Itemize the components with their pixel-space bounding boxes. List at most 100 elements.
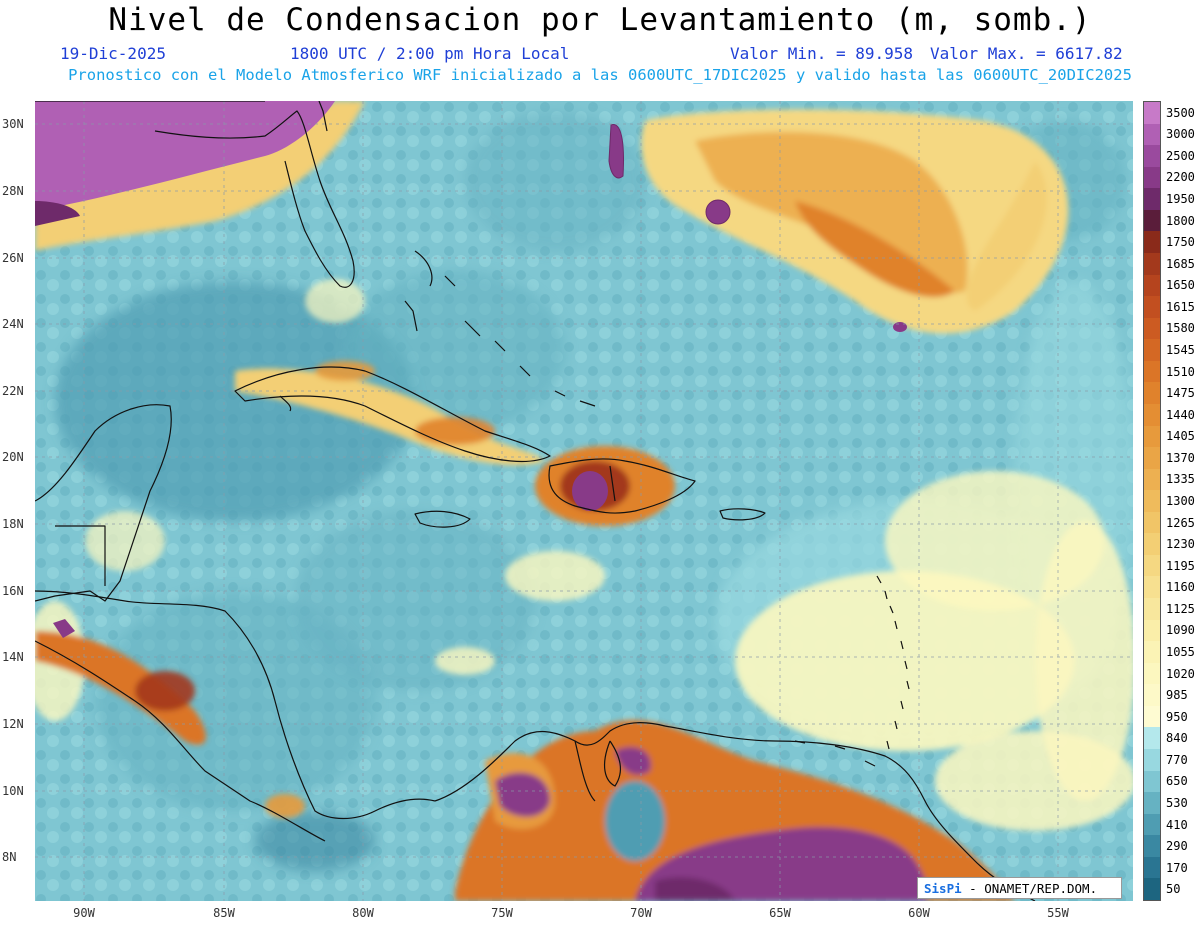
lon-label: 65W [769,906,791,920]
lon-label: 55W [1047,906,1069,920]
colorbar-cell [1144,641,1160,664]
colorbar-label: 1475 [1166,386,1195,401]
colorbar-cell [1144,856,1160,879]
colorbar-label: 1335 [1166,472,1195,487]
colorbar-cell [1144,878,1160,901]
colorbar-label: 1685 [1166,256,1195,271]
colorbar-label: 3500 [1166,105,1195,120]
colorbar-label: 1440 [1166,407,1195,422]
colorbar-label: 1615 [1166,299,1195,314]
colorbar-cell [1144,382,1160,405]
colorbar-cell [1144,619,1160,642]
colorbar-cell [1144,296,1160,319]
colorbar-label: 2500 [1166,148,1195,163]
colorbar-label: 1650 [1166,278,1195,293]
colorbar-cell [1144,145,1160,168]
lat-label: 10N [2,784,24,798]
lon-label: 70W [630,906,652,920]
lat-label: 16N [2,584,24,598]
colorbar-cell [1144,209,1160,232]
colorbar-cell [1144,554,1160,577]
colorbar-cell [1144,662,1160,685]
colorbar-label: 530 [1166,795,1188,810]
colorbar-label: 1405 [1166,429,1195,444]
colorbar-cell [1144,274,1160,297]
colorbar-label: 1090 [1166,623,1195,638]
colorbar-label: 985 [1166,688,1188,703]
lat-label: 24N [2,317,24,331]
colorbar-cell [1144,598,1160,621]
colorbar-cell [1144,123,1160,146]
valid-date: 19-Dic-2025 [60,44,166,63]
lat-label: 14N [2,650,24,664]
credit-box: SisPi - ONAMET/REP.DOM. [917,877,1122,899]
lon-label: 90W [73,906,95,920]
colorbar-label: 1265 [1166,515,1195,530]
lat-label: 30N [2,117,24,131]
colorbar-label: 1510 [1166,364,1195,379]
model-info: Pronostico con el Modelo Atmosferico WRF… [68,66,1132,84]
lon-label: 60W [908,906,930,920]
colorbar-label: 410 [1166,817,1188,832]
colorbar-cell [1144,684,1160,707]
colorbar-cell [1144,403,1160,426]
colorbar-label: 290 [1166,839,1188,854]
lat-label: 26N [2,251,24,265]
colorbar-label: 1950 [1166,192,1195,207]
valid-time: 1800 UTC / 2:00 pm Hora Local [290,44,570,63]
colorbar-label: 1055 [1166,644,1195,659]
colorbar-cell [1144,770,1160,793]
colorbar-cell [1144,533,1160,556]
colorbar-cell [1144,727,1160,750]
colorbar-label: 2200 [1166,170,1195,185]
colorbar-label: 1800 [1166,213,1195,228]
colorbar-label: 770 [1166,752,1188,767]
map-title: Nivel de Condensacion por Levantamiento … [108,2,1092,38]
colorbar-cell [1144,317,1160,340]
colorbar-label: 1545 [1166,343,1195,358]
colorbar-cell [1144,749,1160,772]
lat-label: 20N [2,450,24,464]
colorbar-cell [1144,447,1160,470]
colorbar-cell [1144,835,1160,858]
colorbar-label: 1125 [1166,601,1195,616]
colorbar-cell [1144,490,1160,513]
colorbar-cell [1144,188,1160,211]
sispi-logo: SisPi [924,881,962,896]
colorbar-label: 50 [1166,882,1181,897]
colorbar-label: 950 [1166,709,1188,724]
lon-label: 85W [213,906,235,920]
colorbar-label: 1300 [1166,494,1195,508]
lat-label: 12N [2,717,24,731]
lon-label: 80W [352,906,374,920]
colorbar-cell [1144,576,1160,599]
colorbar-cell [1144,813,1160,836]
colorbar-cell [1144,792,1160,815]
colorbar-cell [1144,468,1160,491]
colorbar [1143,101,1161,901]
colorbar-cell [1144,231,1160,254]
lat-label: 22N [2,384,24,398]
credit-text: - ONAMET/REP.DOM. [961,881,1098,896]
lat-label: 8N [2,850,17,864]
colorbar-label: 170 [1166,860,1188,875]
lon-label: 75W [491,906,513,920]
colorbar-cell [1144,339,1160,362]
colorbar-cell [1144,252,1160,276]
colorbar-cell [1144,360,1160,383]
colorbar-cell [1144,705,1160,728]
colorbar-label: 1750 [1166,235,1195,250]
colorbar-cell [1144,511,1160,534]
lat-label: 18N [2,517,24,531]
lcl-map [35,101,1133,901]
colorbar-label: 3000 [1166,127,1195,142]
colorbar-label: 1020 [1166,666,1195,681]
colorbar-label: 650 [1166,774,1188,789]
value-max: Valor Max. = 6617.82 [930,44,1123,63]
lat-label: 28N [2,184,24,198]
colorbar-label: 1370 [1166,450,1195,465]
colorbar-cell [1144,166,1160,189]
colorbar-label: 1580 [1166,321,1195,336]
colorbar-label: 1195 [1166,558,1195,573]
value-min: Valor Min. = 89.958 [730,44,914,63]
